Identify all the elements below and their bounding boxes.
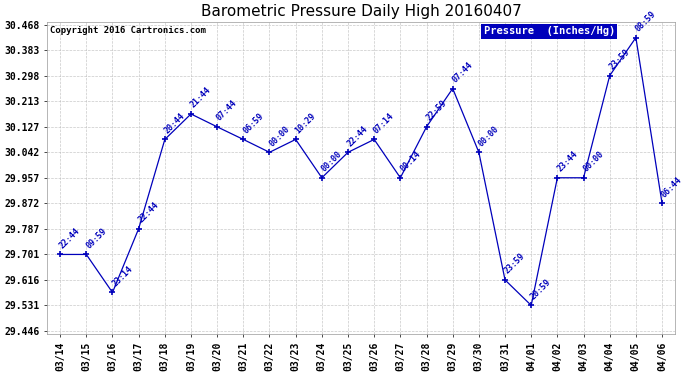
Text: 22:59: 22:59 (424, 99, 448, 123)
Text: 22:44: 22:44 (58, 226, 82, 250)
Text: 23:44: 23:44 (555, 150, 579, 174)
Text: 06:59: 06:59 (241, 111, 265, 135)
Text: 20:44: 20:44 (163, 111, 187, 135)
Text: 07:14: 07:14 (372, 111, 396, 135)
Text: 08:59: 08:59 (633, 9, 658, 33)
Text: 00:14: 00:14 (398, 150, 422, 174)
Text: 00:00: 00:00 (319, 150, 344, 174)
Text: 07:44: 07:44 (215, 99, 239, 123)
Text: Copyright 2016 Cartronics.com: Copyright 2016 Cartronics.com (50, 26, 206, 35)
Text: 07:44: 07:44 (451, 60, 475, 84)
Title: Barometric Pressure Daily High 20160407: Barometric Pressure Daily High 20160407 (201, 4, 522, 19)
Text: 21:44: 21:44 (189, 86, 213, 110)
Text: 09:59: 09:59 (84, 226, 108, 250)
Text: 00:00: 00:00 (582, 150, 605, 174)
Text: 22:44: 22:44 (346, 124, 370, 148)
Text: 06:44: 06:44 (660, 175, 684, 199)
Text: 00:00: 00:00 (477, 124, 501, 148)
Text: 23:14: 23:14 (110, 264, 135, 288)
Text: 00:00: 00:00 (267, 124, 291, 148)
Text: 10:29: 10:29 (293, 111, 317, 135)
Text: 20:59: 20:59 (529, 277, 553, 301)
Text: 22:44: 22:44 (137, 201, 161, 225)
Text: Pressure  (Inches/Hg): Pressure (Inches/Hg) (484, 26, 615, 36)
Text: 23:59: 23:59 (503, 252, 527, 276)
Text: 23:59: 23:59 (607, 47, 631, 72)
